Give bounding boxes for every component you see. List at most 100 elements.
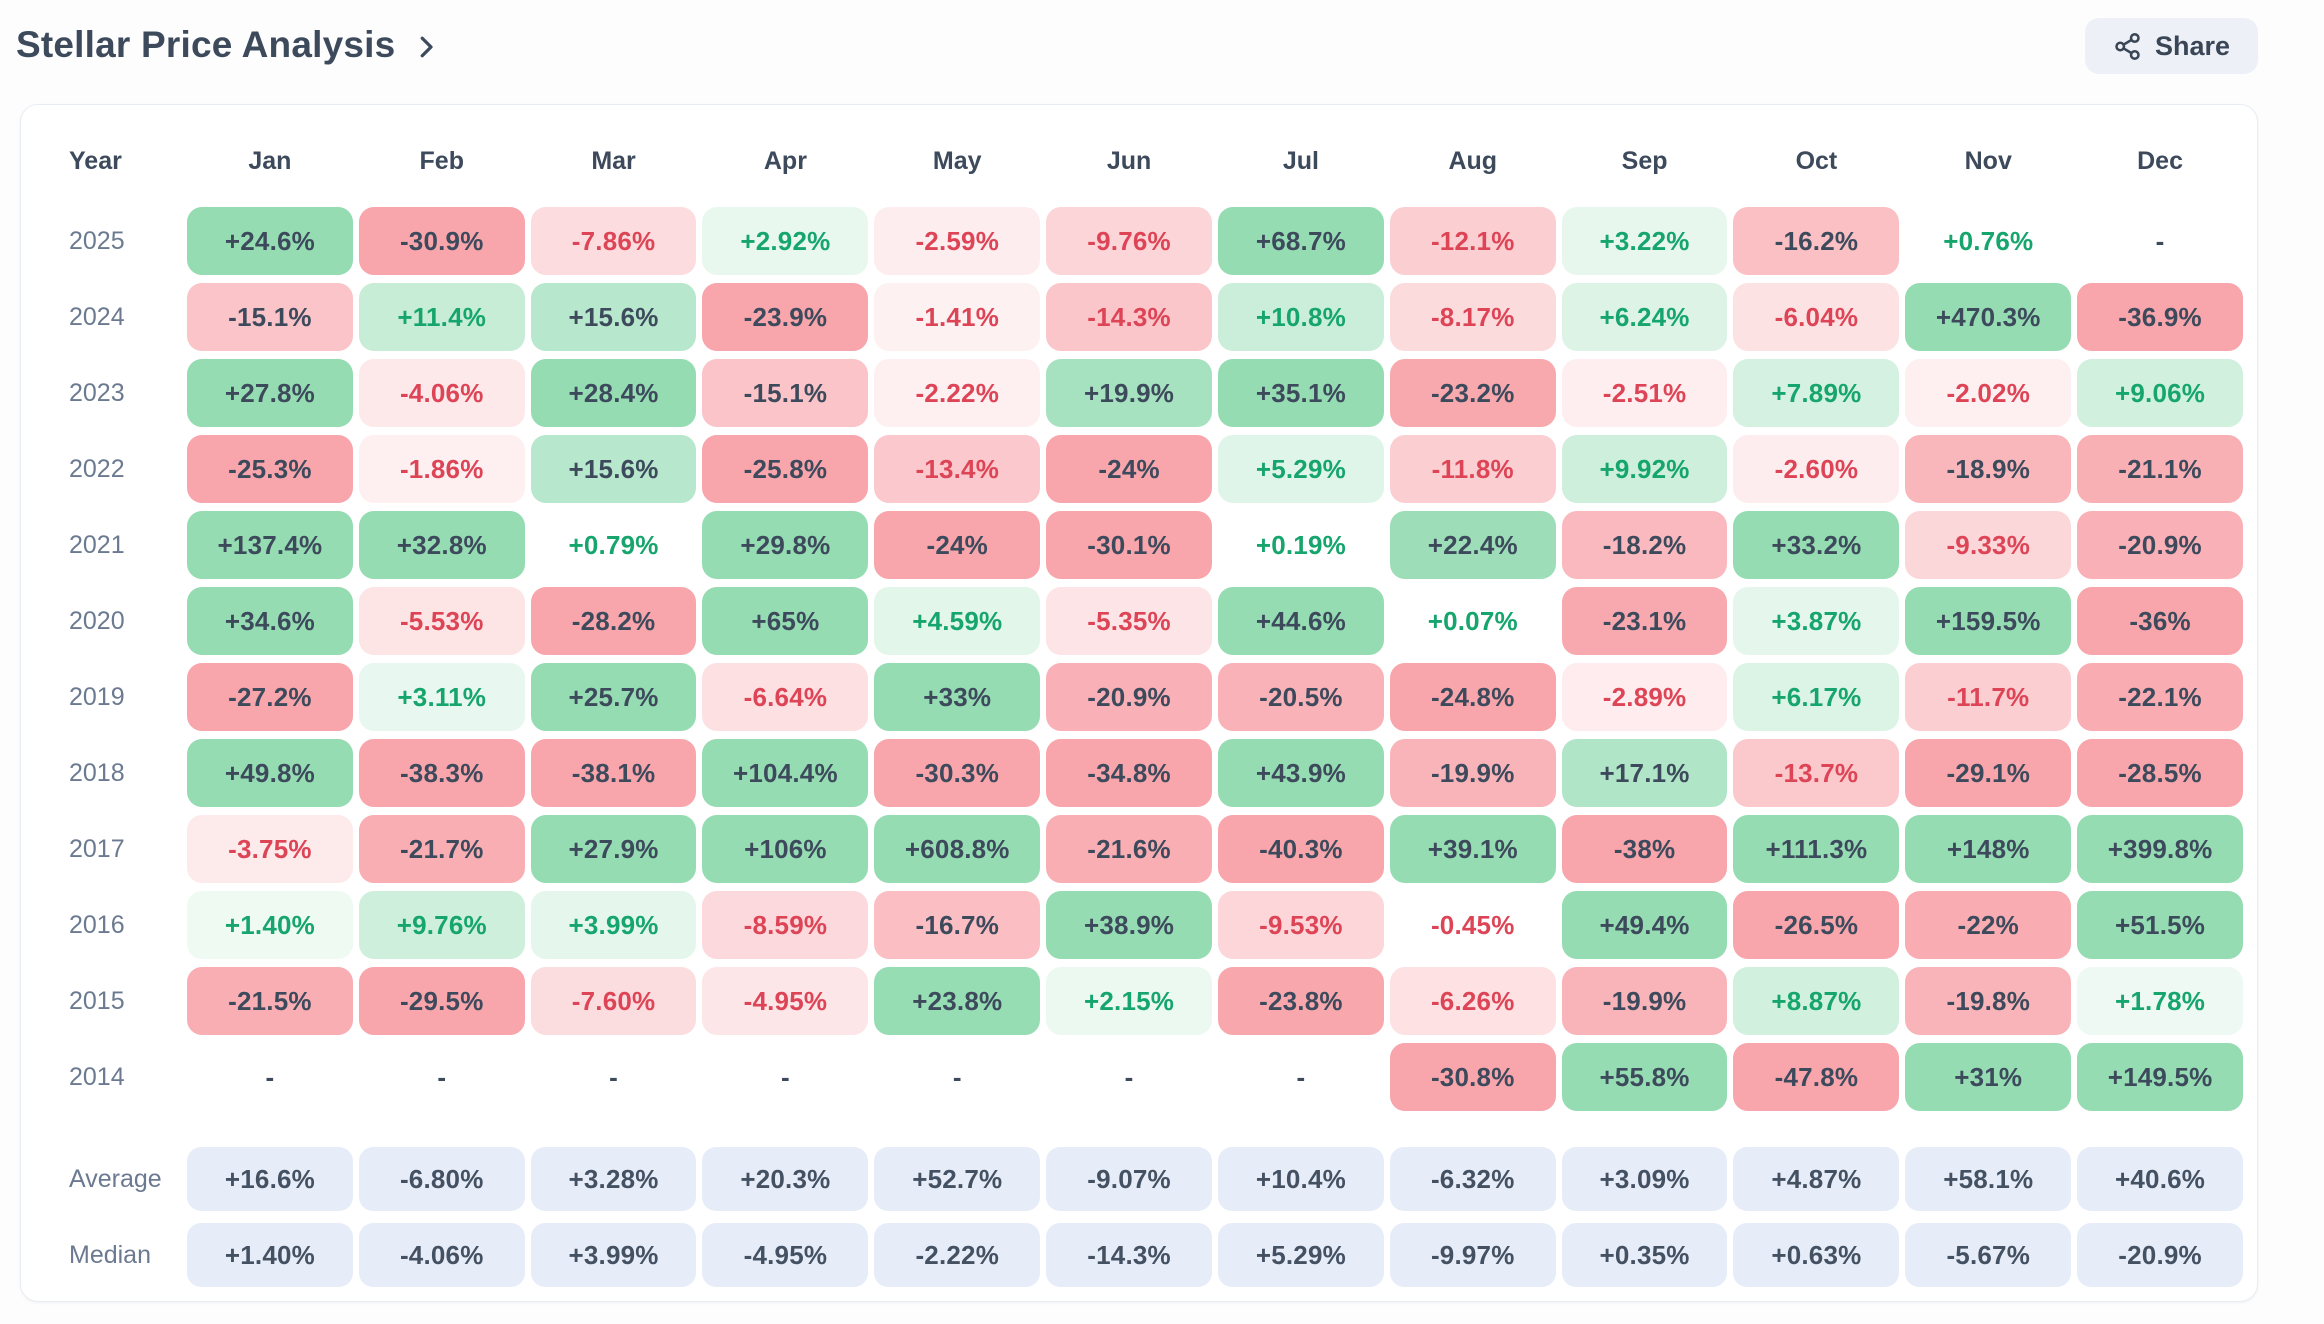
summary-cell: -4.06% [358, 1217, 525, 1293]
price-analysis-card: Year Jan Feb Mar Apr May Jun Jul Aug Sep Oct Nov Dec… [20, 104, 2258, 1302]
return-pill: -13.7% [1733, 739, 1900, 807]
return-cell: +5.29% [1217, 431, 1384, 507]
return-pill: -27.2% [187, 663, 353, 731]
return-cell: +4.59% [874, 583, 1041, 659]
summary-row: Average +16.6% -6.80% +3.28% +20.3% +52.7% -9.… [49, 1141, 2243, 1217]
return-pill: +55.8% [1561, 1043, 1728, 1111]
year-label: 2014 [69, 1062, 125, 1091]
year-label: 2022 [69, 454, 125, 483]
return-cell: -4.95% [702, 963, 869, 1039]
return-cell: +32.8% [358, 507, 525, 583]
return-pill: +32.8% [358, 511, 525, 579]
return-cell: -30.8% [1389, 1039, 1556, 1115]
return-cell: +15.6% [530, 431, 697, 507]
return-pill: -47.8% [1733, 1043, 1900, 1111]
summary-cell: -20.9% [2077, 1217, 2243, 1293]
return-pill: -24% [1046, 435, 1212, 503]
return-pill: +148% [1905, 815, 2072, 883]
return-pill: -15.1% [702, 359, 869, 427]
return-cell: +68.7% [1217, 203, 1384, 279]
return-cell: +0.76% [1905, 203, 2071, 279]
summary-pill: -6.32% [1389, 1147, 1556, 1211]
summary-pill: +0.63% [1733, 1223, 1900, 1287]
return-cell: -16.2% [1733, 203, 1900, 279]
return-cell: -26.5% [1733, 887, 1900, 963]
summary-cell: +0.63% [1733, 1217, 1900, 1293]
return-cell: - [2077, 203, 2243, 279]
return-pill: -25.8% [702, 435, 869, 503]
return-cell: +38.9% [1046, 887, 1212, 963]
summary-pill: +1.40% [187, 1223, 353, 1287]
return-pill: -40.3% [1217, 815, 1384, 883]
summary-pill: +4.87% [1733, 1147, 1900, 1211]
table-row: 2019 -27.2% +3.11% +25.7% -6.64% +33% -20.9% -2… [49, 659, 2243, 735]
share-button[interactable]: Share [2084, 18, 2258, 74]
return-pill: +49.8% [187, 739, 353, 807]
return-cell: -2.60% [1733, 431, 1900, 507]
year-label: 2019 [69, 682, 125, 711]
return-pill: -24% [874, 511, 1041, 579]
return-pill: +3.87% [1733, 587, 1900, 655]
return-cell: +17.1% [1561, 735, 1728, 811]
return-pill: +31% [1905, 1043, 2072, 1111]
return-cell: -7.60% [530, 963, 697, 1039]
return-pill: +1.40% [187, 891, 353, 959]
column-header-month: Jul [1282, 146, 1319, 175]
return-pill: +1.78% [2077, 967, 2243, 1035]
return-cell: -25.8% [702, 431, 869, 507]
summary-pill: +0.35% [1561, 1223, 1728, 1287]
return-pill: -26.5% [1733, 891, 1900, 959]
return-cell: +11.4% [358, 279, 525, 355]
return-cell: -2.02% [1905, 355, 2072, 431]
return-cell: -18.2% [1561, 507, 1728, 583]
return-cell: - [874, 1039, 1040, 1115]
return-pill: - [609, 1061, 618, 1092]
return-pill: +25.7% [530, 663, 697, 731]
return-cell: -19.9% [1389, 735, 1556, 811]
summary-pill: +20.3% [702, 1147, 869, 1211]
return-pill: -28.5% [2077, 739, 2243, 807]
return-cell: -2.51% [1561, 355, 1728, 431]
title-chevron-icon[interactable] [411, 32, 441, 62]
return-cell: +137.4% [187, 507, 353, 583]
return-cell: +2.92% [702, 203, 869, 279]
return-cell: +51.5% [2077, 887, 2243, 963]
return-cell: -2.22% [874, 355, 1041, 431]
return-pill: -19.8% [1905, 967, 2072, 1035]
return-cell: -30.9% [358, 203, 525, 279]
return-pill: -25.3% [187, 435, 353, 503]
return-pill: -0.45% [1430, 909, 1515, 940]
return-pill: +27.8% [187, 359, 353, 427]
return-cell: -11.7% [1905, 659, 2072, 735]
return-cell: -4.06% [358, 355, 525, 431]
return-cell: -27.2% [187, 659, 353, 735]
table-body: 2025 +24.6% -30.9% -7.86% +2.92% -2.59% -9.76%… [49, 203, 2243, 1115]
return-cell: -1.41% [874, 279, 1041, 355]
return-pill: -6.26% [1389, 967, 1556, 1035]
return-cell: +149.5% [2077, 1039, 2243, 1115]
return-pill: +24.6% [187, 207, 353, 275]
return-pill: - [2155, 225, 2165, 256]
return-pill: +34.6% [187, 587, 353, 655]
summary-cell: -5.67% [1905, 1217, 2072, 1293]
return-cell: -36% [2077, 583, 2243, 659]
return-cell: -23.8% [1217, 963, 1384, 1039]
return-cell: -23.1% [1561, 583, 1728, 659]
return-pill: +399.8% [2077, 815, 2243, 883]
return-cell: -23.9% [702, 279, 869, 355]
return-pill: +5.29% [1217, 435, 1384, 503]
summary-pill: +52.7% [874, 1147, 1041, 1211]
return-pill: +65% [702, 587, 869, 655]
return-pill: -30.9% [358, 207, 525, 275]
return-cell: -30.3% [874, 735, 1041, 811]
return-pill: +22.4% [1389, 511, 1556, 579]
summary-cell: -14.3% [1046, 1217, 1212, 1293]
return-cell: +6.24% [1561, 279, 1728, 355]
return-pill: +8.87% [1733, 967, 1900, 1035]
return-pill: +17.1% [1561, 739, 1728, 807]
return-cell: -38% [1561, 811, 1728, 887]
summary-cell: +3.99% [530, 1217, 697, 1293]
year-label: 2024 [69, 302, 125, 331]
return-cell: -8.59% [702, 887, 869, 963]
return-pill: -28.2% [530, 587, 697, 655]
